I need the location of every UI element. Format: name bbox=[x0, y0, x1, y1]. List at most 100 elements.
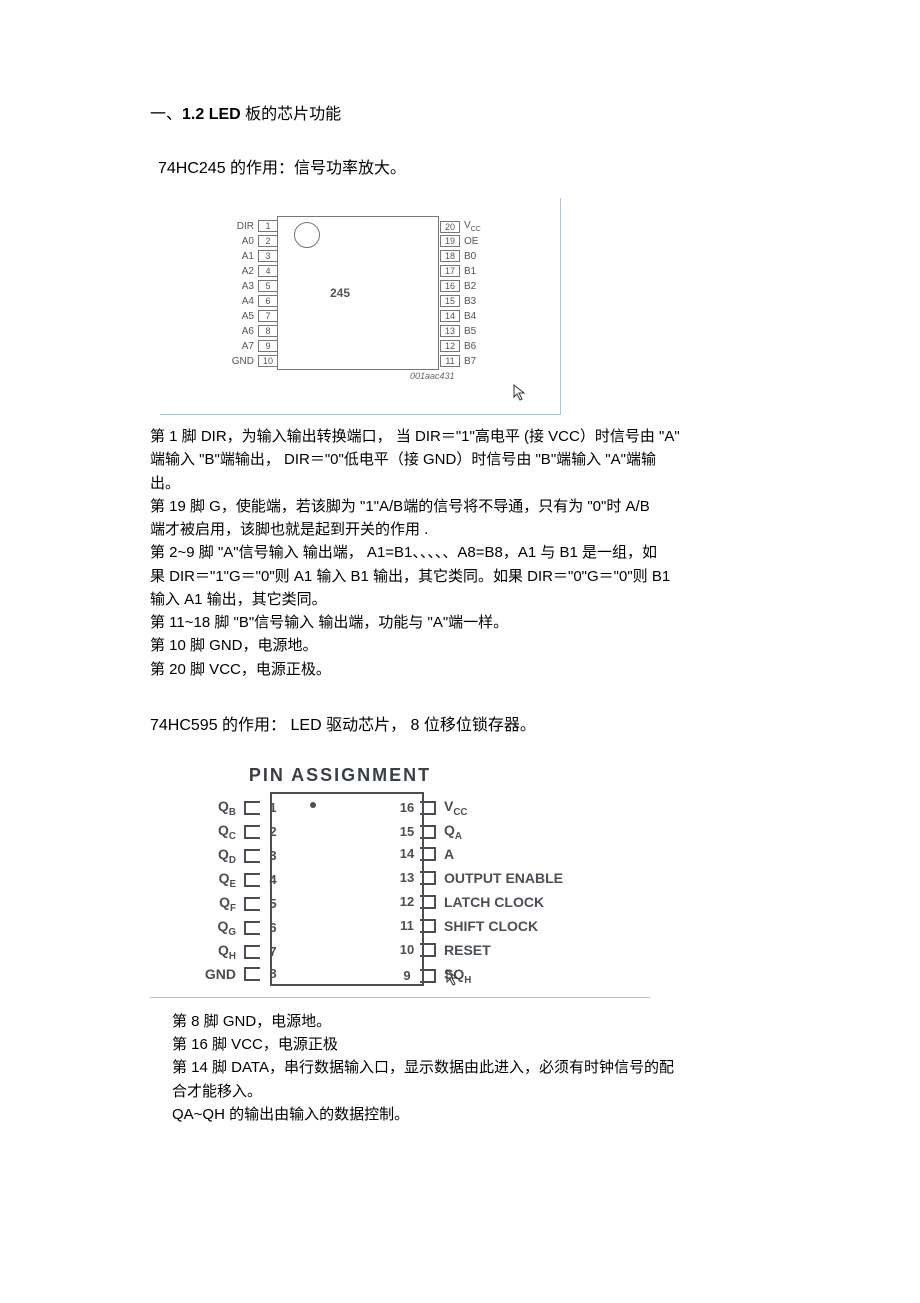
pin-socket bbox=[420, 969, 436, 983]
pin-row-right: 15B3 bbox=[440, 295, 476, 307]
pin-row-left: A79 bbox=[222, 340, 278, 352]
pin-num-box: 11 bbox=[440, 355, 460, 367]
pin-num: 4 bbox=[260, 872, 286, 887]
pin595-row-left: QD 3 bbox=[186, 846, 286, 866]
pin595-row-left: QH7 bbox=[186, 942, 286, 962]
pin-label: A0 bbox=[222, 236, 258, 247]
pin-label: QA bbox=[436, 822, 462, 842]
pin-row-left: A68 bbox=[222, 325, 278, 337]
desc-line: 第 2~9 脚 "A"信号输入 输出端， A1=B1、、、、、A8=B8，A1 … bbox=[150, 541, 830, 564]
pin-socket bbox=[244, 849, 260, 863]
pin-num-box: 15 bbox=[440, 295, 460, 307]
desc-line: 果 DIR＝"1"G＝"0"则 A1 输入 B1 输出，其它类同。如果 DIR＝… bbox=[150, 565, 830, 588]
pin-label: A1 bbox=[222, 251, 258, 262]
pin-label: OUTPUT ENABLE bbox=[436, 870, 563, 886]
pin-num: 2 bbox=[260, 824, 286, 839]
pin-label: QD bbox=[186, 846, 244, 866]
pin-row-right: 19OE bbox=[440, 235, 478, 247]
pin-num: 1 bbox=[260, 800, 286, 815]
pin-num: 15 bbox=[394, 824, 420, 839]
pin-num: 10 bbox=[394, 942, 420, 957]
pin-label: A4 bbox=[222, 296, 258, 307]
pin-row-left: A13 bbox=[222, 250, 278, 262]
pin-socket bbox=[420, 943, 436, 957]
pin-label: A5 bbox=[222, 311, 258, 322]
pin-label: SHIFT CLOCK bbox=[436, 918, 538, 934]
pin-num: 14 bbox=[394, 846, 420, 861]
title-bold: 1.2 LED bbox=[182, 106, 241, 123]
pin1-dot bbox=[310, 802, 316, 808]
pin-socket bbox=[420, 871, 436, 885]
pin-row-left: DIR1 bbox=[222, 220, 278, 232]
desc-line: 第 16 脚 VCC，电源正极 bbox=[172, 1033, 830, 1056]
desc-line: QA~QH 的输出由输入的数据控制。 bbox=[172, 1103, 830, 1126]
chip-245-diagram: 245 001aac431 DIR1A02A13A24A35A46A57A68A… bbox=[200, 216, 520, 386]
desc-line: 第 10 脚 GND，电源地。 bbox=[150, 634, 830, 657]
pin-num: 13 bbox=[394, 870, 420, 885]
pin-num-box: 5 bbox=[258, 280, 278, 292]
pin-num-box: 1 bbox=[258, 220, 278, 232]
desc-line: 端输入 "B"端输出， DIR＝"0"低电平（接 GND）时信号由 "B"端输入… bbox=[150, 448, 830, 471]
title-suffix: 板的芯片功能 bbox=[241, 106, 341, 123]
pin-socket bbox=[244, 945, 260, 959]
pin-label: B5 bbox=[460, 326, 476, 337]
pin-socket bbox=[244, 921, 260, 935]
pin-label: VCC bbox=[436, 798, 468, 818]
desc-line: 第 11~18 脚 "B"信号输入 输出端，功能与 "A"端一样。 bbox=[150, 611, 830, 634]
pin-label: QE bbox=[186, 870, 244, 890]
pin595-row-right: 14A bbox=[394, 846, 454, 862]
pin-socket bbox=[244, 897, 260, 911]
desc-line: 输入 A1 输出，其它类同。 bbox=[150, 588, 830, 611]
pin-num-box: 9 bbox=[258, 340, 278, 352]
pin-label: GND bbox=[186, 966, 244, 982]
pin-num-box: 3 bbox=[258, 250, 278, 262]
pin-socket bbox=[244, 801, 260, 815]
pin-label: QB bbox=[186, 798, 244, 818]
pin-label: A7 bbox=[222, 341, 258, 352]
pin-num-box: 13 bbox=[440, 325, 460, 337]
desc-line: 端才被启用，该脚也就是起到开关的作用 . bbox=[150, 518, 830, 541]
pin-socket bbox=[244, 967, 260, 981]
pin595-row-right: 15 QA bbox=[394, 822, 462, 842]
chip-595-diagram: QB1QC2QD3QE4QF5QG6QH7GND8 16VCC15QA14A13… bbox=[170, 792, 590, 987]
hc595-figure: PIN ASSIGNMENT QB1QC2QD3QE4QF5QG6QH7GND8… bbox=[150, 755, 650, 998]
pin-socket bbox=[420, 895, 436, 909]
cursor-icon bbox=[512, 383, 530, 406]
pin-row-right: 16B2 bbox=[440, 280, 476, 292]
desc-line: 第 19 脚 G，使能端，若该脚为 "1"A/B端的信号将不导通，只有为 "0"… bbox=[150, 495, 830, 518]
pin-num-box: 10 bbox=[258, 355, 278, 367]
pin-socket bbox=[420, 919, 436, 933]
pin-socket bbox=[420, 825, 436, 839]
pin-row-left: GND10 bbox=[222, 355, 278, 367]
pin-row-left: A24 bbox=[222, 265, 278, 277]
pin-num-box: 17 bbox=[440, 265, 460, 277]
pin-label: B6 bbox=[460, 341, 476, 352]
pin-num-box: 4 bbox=[258, 265, 278, 277]
pin-label: B1 bbox=[460, 266, 476, 277]
pin-num-box: 16 bbox=[440, 280, 460, 292]
pin595-row-right: 10RESET bbox=[394, 942, 491, 958]
pin-row-right: 11B7 bbox=[440, 355, 476, 367]
pin-row-right: 18B0 bbox=[440, 250, 476, 262]
pin-row-left: A46 bbox=[222, 295, 278, 307]
pin595-row-left: QF5 bbox=[186, 894, 286, 914]
pin-row-right: 14B4 bbox=[440, 310, 476, 322]
pin-label: B3 bbox=[460, 296, 476, 307]
pin595-row-left: QC2 bbox=[186, 822, 286, 842]
hc595-intro: 74HC595 的作用： LED 驱动芯片， 8 位移位锁存器。 bbox=[150, 711, 830, 735]
hc595-description: 第 8 脚 GND，电源地。第 16 脚 VCC，电源正极第 14 脚 DATA… bbox=[172, 1010, 830, 1126]
pin-row-right: 13B5 bbox=[440, 325, 476, 337]
pin595-row-right: 11SHIFT CLOCK bbox=[394, 918, 538, 934]
pin-num-box: 19 bbox=[440, 235, 460, 247]
pin-num: 16 bbox=[394, 800, 420, 815]
pin-num: 3 bbox=[260, 848, 286, 863]
desc-line: 第 8 脚 GND，电源地。 bbox=[172, 1010, 830, 1033]
pin595-row-left: QG6 bbox=[186, 918, 286, 938]
pin-num-box: 14 bbox=[440, 310, 460, 322]
pin-num: 7 bbox=[260, 944, 286, 959]
pin-num: 12 bbox=[394, 894, 420, 909]
desc-line: 出。 bbox=[150, 472, 830, 495]
pin-row-right: 17B1 bbox=[440, 265, 476, 277]
pin-label: B0 bbox=[460, 251, 476, 262]
section-title: 一、1.2 LED 板的芯片功能 bbox=[150, 100, 830, 124]
